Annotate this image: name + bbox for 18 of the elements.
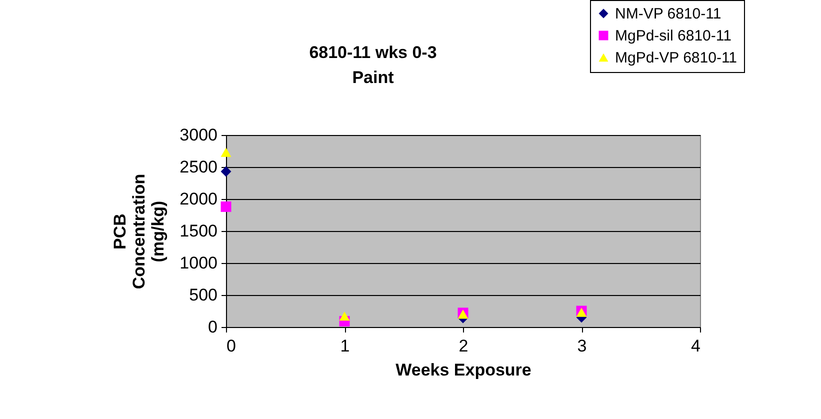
x-axis-title: Weeks Exposure [396, 360, 532, 380]
x-tick-label: 3 [577, 336, 587, 356]
legend-label: MgPd-VP 6810-11 [615, 50, 738, 66]
y-tick-label: 2000 [180, 190, 218, 208]
y-tick-label: 3000 [180, 126, 218, 144]
x-tick-label: 4 [691, 336, 700, 356]
y-tick-label: 500 [189, 286, 218, 304]
chart-title: 6810-11 wks 0-3 Paint [308, 42, 438, 89]
x-tick-label: 0 [226, 336, 236, 356]
x-tick-label: 2 [458, 336, 468, 356]
y-tick-label: 0 [208, 318, 218, 336]
y-tick-label: 1500 [180, 222, 218, 240]
y-tick-label: 1000 [180, 254, 218, 272]
y-axis-title: PCB Concentration (mg/kg) [110, 174, 168, 290]
x-tick-label: 1 [340, 336, 350, 356]
y-tick-label: 2500 [180, 158, 218, 176]
legend-label: MgPd-sil 6810-11 [615, 28, 732, 44]
legend-label: NM-VP 6810-11 [615, 6, 722, 22]
